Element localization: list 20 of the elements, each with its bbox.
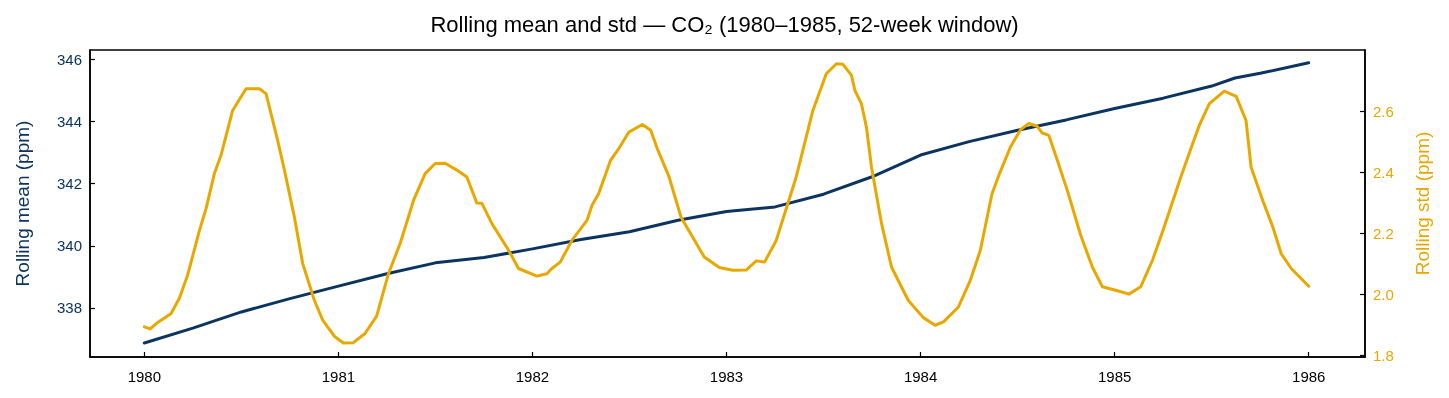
x-tick-label: 1980 xyxy=(127,368,162,385)
y2-tick-label: 2.4 xyxy=(1373,163,1394,181)
y2-axis-title: Rolling std (ppm) xyxy=(1412,131,1433,276)
x-tick-label: 1986 xyxy=(1292,368,1326,385)
y-axis-title: Rolling mean (ppm) xyxy=(12,120,33,287)
y-tick-label: 340 xyxy=(56,237,82,255)
x-tick-label: 1983 xyxy=(709,368,744,385)
x-tick-label: 1984 xyxy=(903,368,938,385)
chart-title: Rolling mean and std — CO₂ (1980–1985, 52-week window) xyxy=(430,11,1019,37)
x-tick-label: 1982 xyxy=(515,368,550,385)
x-tick-label: 1985 xyxy=(1097,368,1132,385)
y-tick-label: 344 xyxy=(56,112,82,130)
y2-tick-label: 2.0 xyxy=(1373,285,1394,303)
y-tick-label: 342 xyxy=(56,175,82,193)
x-tick-label: 1981 xyxy=(321,368,356,385)
y2-tick-label: 2.6 xyxy=(1373,102,1394,120)
y-tick-label: 346 xyxy=(56,50,82,68)
y2-tick-label: 2.2 xyxy=(1373,224,1394,242)
y2-tick-label: 1.8 xyxy=(1373,346,1394,364)
y-tick-label: 338 xyxy=(56,299,82,317)
